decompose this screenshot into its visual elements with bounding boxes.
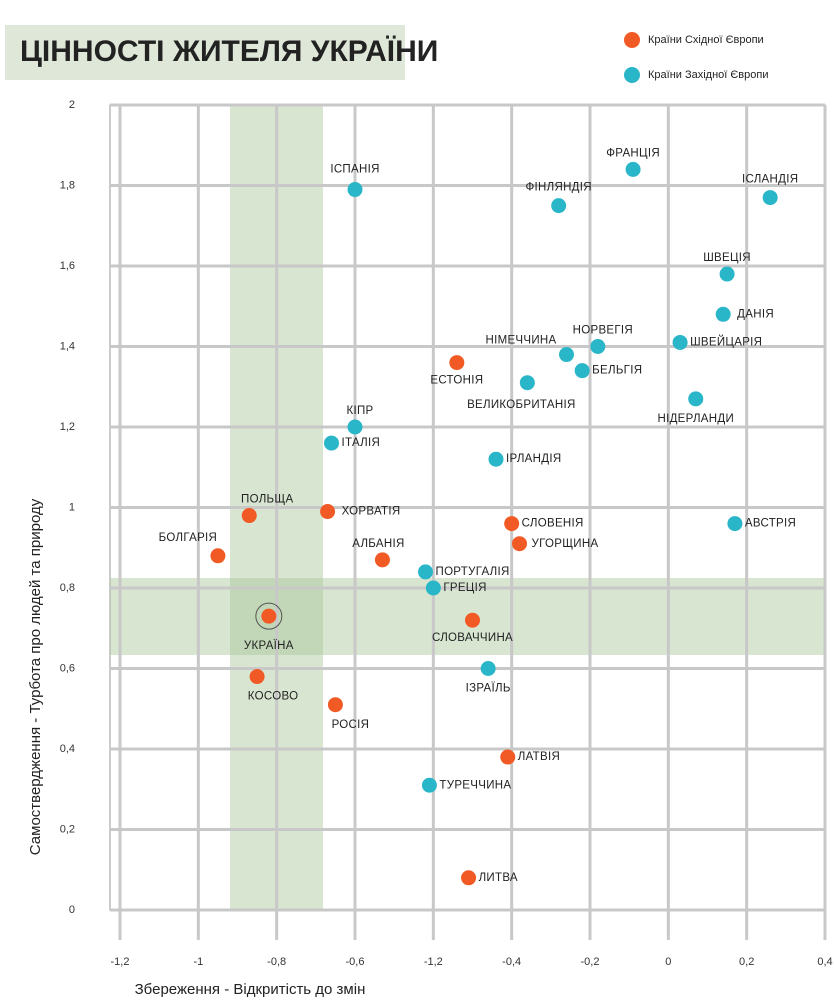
point-label: СЛОВАЧЧИНА: [432, 632, 513, 644]
point: [249, 669, 265, 685]
point: [241, 508, 257, 524]
x-tick-label: 0: [665, 956, 671, 968]
x-axis-label: Збереження - Відкритість до змін: [135, 981, 366, 998]
point-label: ТУРЕЧЧИНА: [439, 779, 511, 791]
point: [590, 339, 606, 354]
point-label: КОСОВО: [248, 691, 299, 703]
legend-marker: [624, 67, 640, 83]
point-label: ПОРТУГАЛІЯ: [436, 566, 510, 578]
point: [719, 266, 735, 282]
point-label: ЕСТОНІЯ: [430, 375, 483, 387]
point-label: ІСПАНІЯ: [330, 164, 379, 176]
point: [500, 749, 516, 765]
y-tick-label: 1: [69, 501, 75, 513]
point-label: НІДЕРЛАНДИ: [657, 413, 734, 425]
point-label: БОЛГАРІЯ: [159, 532, 217, 544]
point: [480, 661, 496, 676]
x-tick-label: -0,8: [267, 956, 286, 968]
point-label: УКРАЇНА: [244, 640, 294, 652]
y-axis-label: Самоствердження - Турбота про людей та п…: [27, 498, 44, 855]
y-tick-label: 1,2: [60, 421, 75, 433]
highlight-ring: [255, 602, 283, 630]
point: [449, 355, 465, 371]
point: [559, 347, 574, 363]
grid: [110, 103, 827, 940]
point: [421, 777, 437, 793]
x-tick-label: -0,2: [581, 956, 600, 968]
point: [625, 161, 641, 177]
point: [320, 504, 336, 520]
y-tick-label: 2: [69, 99, 75, 111]
point-label: ФІНЛЯНДІЯ: [525, 182, 591, 194]
chart-title: ЦІННОСТІ ЖИТЕЛЯ УКРАЇНИ: [20, 35, 438, 68]
legend-marker: [624, 32, 640, 48]
point-label: НОРВЕГІЯ: [573, 325, 633, 337]
y-tick-label: 1,4: [60, 340, 75, 352]
point-label: АВСТРІЯ: [745, 518, 796, 530]
x-tick-label: -1,2: [111, 956, 130, 968]
point: [261, 608, 277, 624]
point: [574, 363, 590, 379]
point: [688, 391, 704, 407]
point-label: ІРЛАНДІЯ: [506, 453, 561, 465]
y-tick-label: 0,2: [60, 823, 75, 835]
point-label: ЛИТВА: [479, 872, 518, 884]
x-tick-label: -0,6: [346, 956, 365, 968]
point-label: ІТАЛІЯ: [342, 437, 381, 449]
point-label: ІЗРАЇЛЬ: [466, 683, 511, 695]
point-label: НІМЕЧЧИНА: [485, 335, 556, 347]
point: [762, 190, 778, 206]
point: [715, 306, 731, 322]
point-label: УГОРЩИНА: [532, 538, 599, 550]
x-tick-label: -1: [193, 956, 203, 968]
point-label: ПОЛЬЩА: [241, 494, 293, 506]
point-label: ХОРВАТІЯ: [342, 506, 401, 518]
x-tick-label: 0,2: [739, 956, 754, 968]
point-label: ДАНІЯ: [737, 308, 774, 320]
legend-label: Країни Східної Європи: [648, 34, 764, 46]
point: [465, 612, 480, 628]
point: [347, 182, 363, 198]
point: [727, 516, 743, 532]
legend-label: Країни Західної Європи: [648, 69, 769, 81]
point-label: ІСЛАНДІЯ: [742, 174, 798, 186]
y-tick-label: 0,8: [60, 582, 75, 594]
point: [327, 697, 343, 713]
y-tick-label: 1,6: [60, 260, 75, 272]
point: [504, 516, 520, 532]
y-tick-label: 0,4: [60, 743, 75, 755]
point: [551, 198, 567, 214]
point-label: ШВЕЦІЯ: [703, 252, 751, 264]
title-box: [5, 25, 405, 80]
point-label: РОСІЯ: [332, 719, 370, 731]
point-label: КІПР: [346, 405, 373, 417]
point: [519, 375, 535, 391]
point-label: ЛАТВІЯ: [518, 751, 560, 763]
point: [672, 334, 688, 350]
point: [374, 552, 390, 568]
y-tick-label: 0: [69, 904, 75, 916]
point-label: СЛОВЕНІЯ: [522, 518, 584, 530]
x-tick-label: 0,4: [817, 956, 832, 968]
point-label: ГРЕЦІЯ: [443, 582, 486, 594]
point: [461, 870, 477, 886]
point-label: ВЕЛИКОБРИТАНІЯ: [467, 399, 575, 411]
point: [488, 451, 504, 467]
x-tick-label: -1,2: [424, 956, 443, 968]
x-tick-label: -0,4: [502, 956, 521, 968]
point-label: БЕЛЬГІЯ: [592, 365, 642, 377]
point-label: ШВЕЙЦАРІЯ: [690, 336, 762, 349]
point: [418, 564, 433, 580]
point-label: АЛБАНІЯ: [352, 538, 404, 550]
y-tick-label: 1,8: [60, 179, 75, 191]
point: [425, 580, 441, 596]
point: [324, 435, 339, 451]
y-tick-label: 0,6: [60, 662, 75, 674]
point: [347, 419, 363, 435]
point: [512, 536, 527, 552]
point: [210, 548, 226, 564]
point-label: ФРАНЦІЯ: [606, 147, 660, 159]
